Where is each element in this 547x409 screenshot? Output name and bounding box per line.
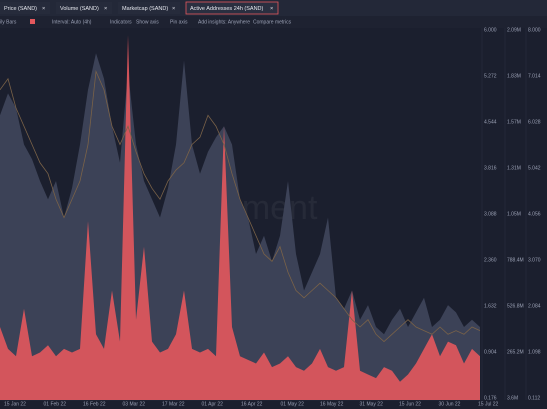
- x-tick-label: 01 Feb 22: [44, 401, 67, 407]
- tab[interactable]: [118, 2, 180, 14]
- tab-label: Price (SAND): [4, 6, 37, 12]
- tab-label: Volume (SAND): [60, 6, 99, 12]
- y-tick-label: 265.2M: [507, 349, 524, 355]
- area: [0, 35, 480, 400]
- tab[interactable]: [185, 1, 279, 15]
- tab[interactable]: [56, 2, 112, 14]
- toolbar: [0, 16, 547, 28]
- y-tick-label: 4.544: [484, 119, 497, 125]
- y-tick-label: 3.088: [484, 211, 497, 217]
- tab-close: ×: [172, 6, 175, 12]
- x-tick-label: 15 Jun 22: [399, 401, 421, 407]
- toolbar-item[interactable]: Add insights: Anywhere: [198, 19, 250, 25]
- tab-label: Active Addresses 24h (SAND): [190, 6, 264, 12]
- toolbar-item[interactable]: Indicators: [110, 19, 132, 25]
- y-tick-label: 3.6M: [507, 395, 518, 401]
- y-tick-label: 4.056: [528, 211, 541, 217]
- tab-close: ×: [104, 6, 107, 12]
- tab-label: Marketcap (SAND): [122, 6, 168, 12]
- tab-close: ×: [42, 6, 45, 12]
- x-tick-label: 01 May 22: [281, 401, 305, 407]
- y-tick-label: 6.028: [528, 119, 541, 125]
- toolbar-item[interactable]: ily Bars: [0, 19, 17, 25]
- toolbar-item[interactable]: Interval: Auto (4h): [52, 19, 92, 25]
- y-tick-label: 8.000: [528, 27, 541, 33]
- x-tick-label: 03 Mar 22: [123, 401, 146, 407]
- y-tick-label: 1.05M: [507, 211, 521, 217]
- y-tick-label: 0.176: [484, 395, 497, 401]
- x-tick-label: 15 Jan 22: [4, 401, 26, 407]
- tab-close: ×: [270, 6, 273, 12]
- tab[interactable]: [0, 2, 50, 14]
- y-tick-label: 3.816: [484, 165, 497, 171]
- toolbar-item[interactable]: Compare metrics: [253, 19, 292, 25]
- y-tick-label: 2.09M: [507, 27, 521, 33]
- y-tick-label: 2.084: [528, 303, 541, 309]
- y-tick-label: 2.360: [484, 257, 497, 263]
- y-tick-label: 1.31M: [507, 165, 521, 171]
- y-tick-label: 526.8M: [507, 303, 524, 309]
- y-tick-label: 6.000: [484, 27, 497, 33]
- toolbar-item[interactable]: Pin axis: [170, 19, 188, 25]
- y-tick-label: 1.83M: [507, 73, 521, 79]
- y-tick-label: 3.070: [528, 257, 541, 263]
- x-tick-label: 16 Feb 22: [83, 401, 106, 407]
- x-tick-label: 17 Mar 22: [162, 401, 185, 407]
- line: [0, 69, 481, 343]
- y-tick-label: 5.042: [528, 165, 541, 171]
- x-tick-label: 30 Jun 22: [439, 401, 461, 407]
- y-tick-label: 1.57M: [507, 119, 521, 125]
- y-tick-label: 788.4M: [507, 257, 524, 263]
- y-tick-label: 1.098: [528, 349, 541, 355]
- toolbar-item[interactable]: Show axis: [136, 19, 159, 25]
- y-tick-label: 1.632: [484, 303, 497, 309]
- x-tick-label: 16 Apr 22: [241, 401, 263, 407]
- y-tick-label: 7.014: [528, 73, 541, 79]
- y-tick-label: 5.272: [484, 73, 497, 79]
- x-tick-label: 01 Apr 22: [202, 401, 224, 407]
- x-tick-label: 31 May 22: [360, 401, 384, 407]
- x-tick-label: 15 Jul 22: [478, 401, 499, 407]
- y-tick-label: 0.904: [484, 349, 497, 355]
- color-swatch[interactable]: [30, 19, 35, 24]
- x-tick-label: 16 May 22: [320, 401, 344, 407]
- area: [0, 53, 480, 400]
- y-tick-label: 0.112: [528, 395, 540, 401]
